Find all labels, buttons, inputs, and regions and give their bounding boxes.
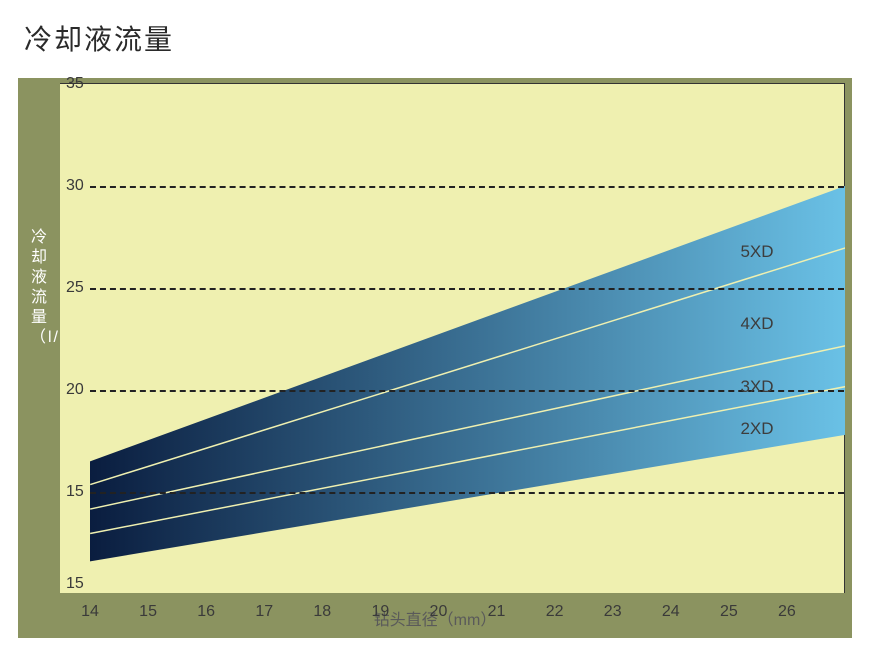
- x-tick-label: 15: [139, 603, 157, 621]
- y-tick-label: 20: [66, 381, 84, 399]
- gridline: [90, 492, 844, 494]
- chart-svg: [90, 84, 845, 594]
- x-tick-label: 22: [546, 603, 564, 621]
- y-tick-label: 35: [66, 75, 84, 93]
- x-tick-label: 21: [488, 603, 506, 621]
- x-tick-label: 19: [371, 603, 389, 621]
- band-label: 5XD: [740, 242, 773, 262]
- x-tick-label: 24: [662, 603, 680, 621]
- chart-container: 冷却液流量（l/min） 钻头直径（mm） 151520253035141516…: [18, 78, 852, 638]
- x-tick-label: 23: [604, 603, 622, 621]
- band-label: 2XD: [740, 419, 773, 439]
- y-tick-label: 15: [66, 483, 84, 501]
- plot-area: 151520253035141516171819202122232425262X…: [60, 83, 845, 593]
- band-label: 3XD: [740, 377, 773, 397]
- x-tick-label: 14: [81, 603, 99, 621]
- y-tick-label: 30: [66, 177, 84, 195]
- x-tick-label: 20: [430, 603, 448, 621]
- page-title: 冷却液流量: [0, 0, 870, 58]
- x-tick-label: 25: [720, 603, 738, 621]
- y-axis-title: 冷却液流量（l/min）: [30, 228, 50, 348]
- band-label: 4XD: [740, 314, 773, 334]
- gridline: [90, 186, 844, 188]
- x-tick-label: 17: [255, 603, 273, 621]
- y-tick-label: 15: [66, 575, 84, 593]
- gridline: [90, 288, 844, 290]
- x-tick-label: 16: [197, 603, 215, 621]
- gridline: [90, 390, 844, 392]
- x-tick-label: 18: [313, 603, 331, 621]
- y-tick-label: 25: [66, 279, 84, 297]
- x-tick-label: 26: [778, 603, 796, 621]
